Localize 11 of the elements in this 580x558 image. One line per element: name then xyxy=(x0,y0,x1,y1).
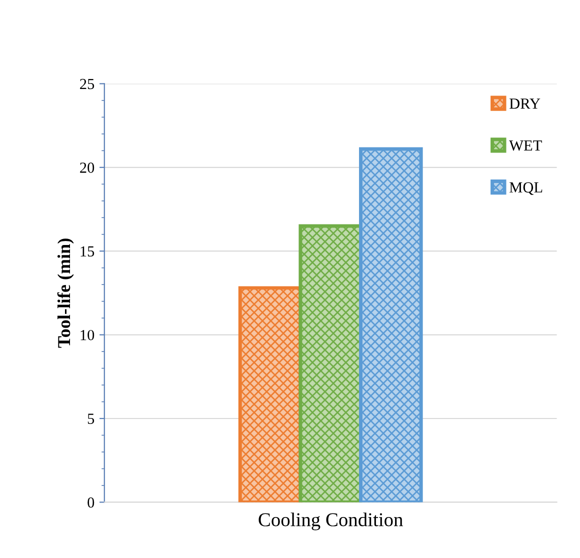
y-tick-label: 15 xyxy=(80,246,94,257)
y-tick-label: 25 xyxy=(80,78,94,90)
y-tick-label: 0 xyxy=(88,497,94,508)
y-tick-label: 5 xyxy=(88,414,94,424)
y-axis-title: Tool-life (min) xyxy=(57,238,74,348)
y-tick-label: 20 xyxy=(80,162,94,173)
legend-label: DRY xyxy=(510,98,540,109)
legend-label: WET xyxy=(509,140,542,151)
y-tick-label: 10 xyxy=(80,330,94,340)
x-axis-title: Cooling Condition xyxy=(258,512,403,530)
legend-label: MQL xyxy=(510,182,542,195)
